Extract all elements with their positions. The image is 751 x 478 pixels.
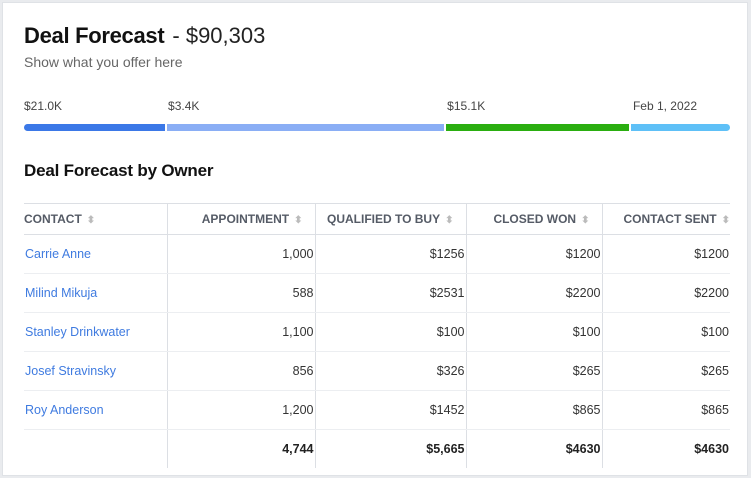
cell-closed-won: $1200 xyxy=(465,234,602,274)
cell-closed-won: $265 xyxy=(465,351,602,391)
title-text: Deal Forecast xyxy=(24,23,165,48)
cell-appointment: 588 xyxy=(166,273,315,313)
column-header-closed-won[interactable]: CLOSED WON ⬍ xyxy=(465,203,602,235)
forecast-total: - $90,303 xyxy=(172,23,266,48)
cell-closed-won: $865 xyxy=(465,390,602,430)
progress-segment xyxy=(445,124,629,131)
cell-qualified-to-buy: $100 xyxy=(314,312,466,352)
progress-segment xyxy=(166,124,444,131)
progress-segment xyxy=(24,124,165,131)
subtitle: Show what you offer here xyxy=(24,54,183,70)
total-cell: $4630 xyxy=(601,429,730,468)
cell-qualified-to-buy: $2531 xyxy=(314,273,466,313)
cell-appointment: 1,000 xyxy=(166,234,315,274)
page-title: Deal Forecast - $90,303 xyxy=(24,23,265,49)
cell-contact-sent: $865 xyxy=(601,390,730,430)
column-label: CONTACT SENT xyxy=(623,212,717,226)
progress-label: $15.1K xyxy=(447,99,486,113)
progress-label: $21.0K xyxy=(24,99,63,113)
progress-label: $3.4K xyxy=(168,99,200,113)
contact-link[interactable]: Roy Anderson xyxy=(24,390,167,430)
table-row: Stanley Drinkwater 1,100 $100 $100 $100 xyxy=(24,312,730,352)
column-header-contact[interactable]: CONTACT ⬍ xyxy=(24,203,167,235)
sort-arrows-icon[interactable]: ⬍ xyxy=(86,215,96,226)
forecast-progress-bar xyxy=(24,124,730,131)
column-label: CONTACT xyxy=(24,212,82,226)
cell-contact-sent: $100 xyxy=(601,312,730,352)
cell-closed-won: $100 xyxy=(465,312,602,352)
column-header-appointment[interactable]: APPOINTMENT ⬍ xyxy=(166,203,315,235)
table-row: Milind Mikuja 588 $2531 $2200 $2200 xyxy=(24,273,730,313)
contact-link[interactable]: Stanley Drinkwater xyxy=(24,312,167,352)
owner-table: CONTACT ⬍ APPOINTMENT ⬍ QUALIFIED TO BUY ⬍ CLO… xyxy=(24,203,730,468)
progress-label: Feb 1, 2022 xyxy=(632,99,697,113)
column-label: CLOSED WON xyxy=(493,212,577,226)
section-title: Deal Forecast by Owner xyxy=(24,161,214,180)
column-header-contact-sent[interactable]: CONTACT SENT ⬍ xyxy=(601,203,730,235)
total-cell: $5,665 xyxy=(314,429,466,468)
total-cell xyxy=(24,430,167,469)
table-row: Josef Stravinsky 856 $326 $265 $265 xyxy=(24,351,730,391)
cell-closed-won: $2200 xyxy=(465,273,602,313)
cell-contact-sent: $1200 xyxy=(601,234,730,274)
contact-link[interactable]: Josef Stravinsky xyxy=(24,351,167,391)
table-row: Roy Anderson 1,200 $1452 $865 $865 xyxy=(24,390,730,430)
cell-contact-sent: $265 xyxy=(601,351,730,391)
contact-link[interactable]: Milind Mikuja xyxy=(24,273,167,313)
sort-arrows-icon[interactable]: ⬍ xyxy=(294,215,303,226)
column-label: APPOINTMENT xyxy=(201,212,290,226)
cell-appointment: 1,100 xyxy=(166,312,315,352)
total-cell: 4,744 xyxy=(166,429,315,468)
progress-segment xyxy=(630,124,730,131)
contact-link[interactable]: Carrie Anne xyxy=(24,234,167,274)
column-header-qualified-to-buy[interactable]: QUALIFIED TO BUY ⬍ xyxy=(314,203,466,235)
cell-appointment: 856 xyxy=(166,351,315,391)
sort-arrows-icon[interactable]: ⬍ xyxy=(445,215,454,226)
totals-row: 4,744 $5,665 $4630 $4630 xyxy=(24,429,730,469)
sort-arrows-icon[interactable]: ⬍ xyxy=(581,215,590,226)
cell-appointment: 1,200 xyxy=(166,390,315,430)
cell-qualified-to-buy: $1256 xyxy=(314,234,466,274)
column-label: QUALIFIED TO BUY xyxy=(326,212,441,226)
table-row: Carrie Anne 1,000 $1256 $1200 $1200 xyxy=(24,234,730,274)
cell-contact-sent: $2200 xyxy=(601,273,730,313)
cell-qualified-to-buy: $326 xyxy=(314,351,466,391)
cell-qualified-to-buy: $1452 xyxy=(314,390,466,430)
total-cell: $4630 xyxy=(465,429,602,468)
sort-arrows-icon[interactable]: ⬍ xyxy=(721,215,730,226)
progress-labels: $21.0K $3.4K $15.1K Feb 1, 2022 xyxy=(24,99,730,115)
